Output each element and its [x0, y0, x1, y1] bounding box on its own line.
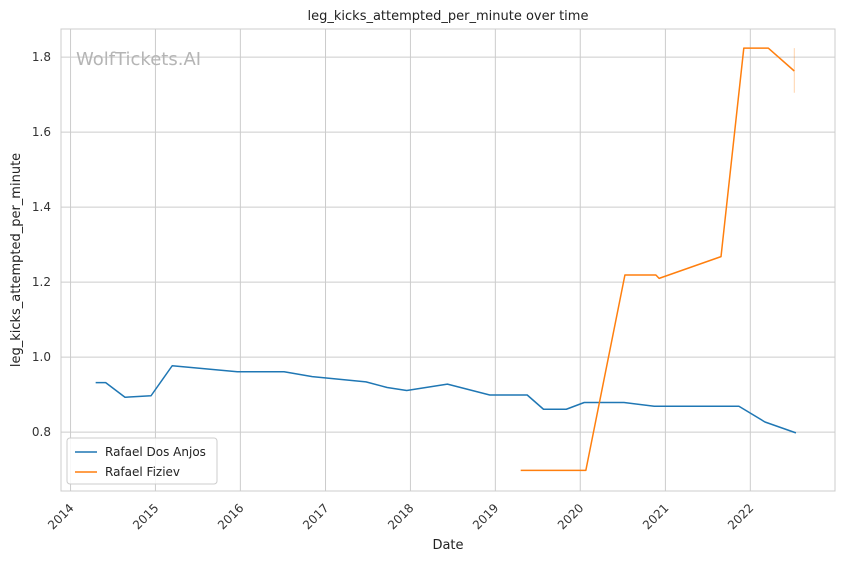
x-tick-label: 2017	[300, 501, 331, 532]
x-tick-label: 2018	[385, 501, 416, 532]
legend-box	[66, 437, 218, 485]
y-tick-label: 1.2	[32, 275, 51, 289]
vertical-gridlines	[70, 29, 751, 491]
x-tick-label: 2021	[640, 501, 671, 532]
y-axis-ticks: 0.8 1.0 1.2 1.4 1.6 1.8	[32, 50, 51, 439]
watermark-text: WolfTickets.AI	[76, 49, 201, 70]
x-tick-label: 2014	[45, 501, 76, 532]
grid	[61, 29, 835, 491]
x-axis-label: Date	[432, 538, 463, 553]
x-tick-label: 2020	[555, 501, 586, 532]
series-line-0	[95, 365, 797, 434]
y-axis-label: leg_kicks_attempted_per_minute	[9, 153, 24, 367]
plot-frame	[60, 28, 836, 492]
y-tick-label: 1.6	[32, 125, 51, 139]
legend: Rafael Dos Anjos Rafael Fiziev	[66, 437, 218, 485]
series-layer	[95, 47, 797, 472]
legend-label-0: Rafael Dos Anjos	[105, 445, 206, 459]
y-tick-label: 1.4	[32, 200, 51, 214]
chart-title: leg_kicks_attempted_per_minute over time	[308, 9, 589, 24]
x-tick-label: 2019	[470, 501, 501, 532]
y-tick-label: 1.8	[32, 50, 51, 64]
x-axis-ticks: 2014 2015 2016 2017 2018 2019 2020 2021 2022	[45, 501, 756, 532]
y-tick-label: 1.0	[32, 350, 51, 364]
legend-label-1: Rafael Fiziev	[105, 465, 180, 479]
series-line-1	[520, 47, 795, 472]
x-tick-label: 2015	[130, 501, 161, 532]
horizontal-gridlines	[61, 56, 835, 433]
y-tick-label: 0.8	[32, 425, 51, 439]
x-tick-label: 2016	[215, 501, 246, 532]
x-tick-label: 2022	[725, 501, 756, 532]
